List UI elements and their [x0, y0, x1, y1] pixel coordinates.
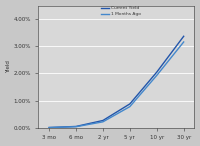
Current Yield [182, 35, 185, 37]
Current Yield [156, 71, 158, 73]
Y-axis label: Yield: Yield [6, 60, 11, 73]
1 Months Ago [102, 121, 104, 123]
1 Months Ago [182, 41, 185, 43]
1 Months Ago [75, 126, 77, 128]
Line: Current Yield: Current Yield [49, 36, 184, 128]
Legend: Current Yield, 1 Months Ago: Current Yield, 1 Months Ago [100, 5, 141, 17]
Current Yield [129, 103, 131, 105]
1 Months Ago [48, 127, 50, 128]
Current Yield [102, 120, 104, 121]
1 Months Ago [156, 74, 158, 76]
1 Months Ago [129, 106, 131, 107]
Current Yield [48, 127, 50, 128]
Line: 1 Months Ago: 1 Months Ago [49, 42, 184, 128]
Current Yield [75, 126, 77, 127]
